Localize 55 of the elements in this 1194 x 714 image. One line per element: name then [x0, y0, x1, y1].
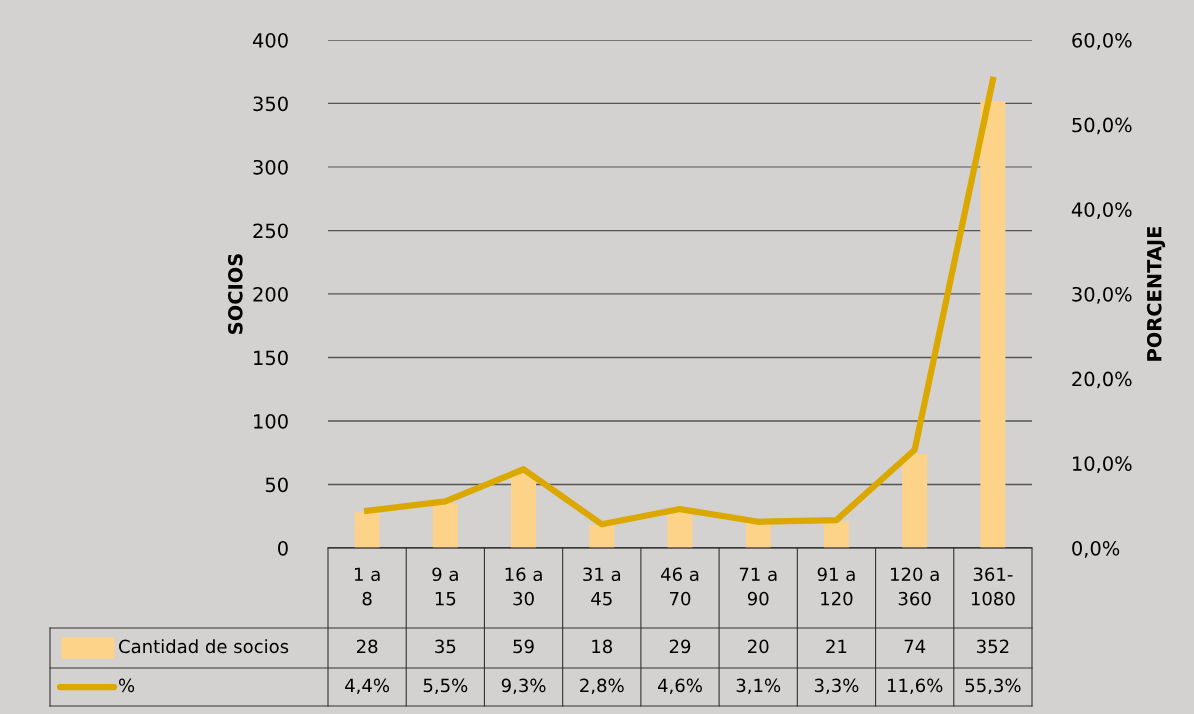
bar [511, 473, 537, 548]
data-label: 55,3% [965, 678, 1021, 695]
y2-tick-label: 60,0% [1072, 32, 1132, 50]
data-label: 352 [977, 639, 1009, 654]
bar [823, 521, 849, 548]
bar [667, 511, 693, 548]
data-label: 74 [904, 639, 926, 653]
data-label: 20 [748, 639, 769, 654]
data-label: 59 [513, 639, 534, 654]
data-label: 35 [435, 639, 456, 654]
x-tick-label: 1 a 8 [354, 567, 380, 606]
data-label: 4,6% [657, 678, 702, 695]
y2-axis-title: PORCENTAJE [1146, 226, 1166, 361]
x-tick-label: 9 a 15 [432, 567, 458, 606]
data-label: 21 [826, 639, 847, 653]
y2-tick-label: 40,0% [1071, 202, 1132, 219]
y-tick-label: 400 [252, 32, 288, 48]
data-label: 3,1% [736, 678, 781, 695]
x-tick-label: 31 a 45 [583, 567, 621, 606]
data-label: 29 [669, 639, 691, 654]
bar [902, 454, 928, 548]
bar [354, 512, 380, 548]
y2-tick-label: 30,0% [1072, 286, 1132, 304]
x-tick-label: 361-1080 [971, 567, 1015, 606]
x-tick-label: 91 a 120 [817, 567, 855, 606]
data-label: 5,5% [423, 678, 468, 695]
y-tick-label: 100 [254, 413, 288, 429]
y2-tick-label: 50,0% [1072, 117, 1132, 135]
bar [589, 525, 615, 548]
y-tick-label: 0 [278, 540, 288, 556]
data-label: 2,8% [580, 678, 624, 695]
x-tick-label: 46 a 70 [660, 567, 699, 606]
y-tick-label: 300 [253, 159, 288, 175]
y-tick-label: 50 [265, 477, 288, 493]
y-axis-title: SOCIOS [227, 254, 243, 334]
bar [980, 100, 1006, 548]
legend-label: % [119, 678, 135, 693]
y2-tick-label: 0,0% [1072, 540, 1120, 558]
data-label: 18 [592, 639, 613, 654]
data-label: 4,4% [345, 678, 390, 695]
y-tick-label: 250 [253, 223, 288, 239]
x-tick-label: 16 a 30 [505, 567, 542, 606]
bar [432, 503, 458, 548]
legend-label: Cantidad de socios [119, 639, 289, 654]
data-label: 9,3% [501, 678, 546, 695]
x-tick-label: 71 a 90 [739, 567, 777, 606]
x-tick-label: 120 a 360 [891, 567, 939, 606]
data-label: 3,3% [814, 678, 859, 695]
data-label: 11,6% [887, 678, 943, 695]
y-tick-label: 350 [253, 96, 288, 112]
y2-tick-label: 20,0% [1072, 371, 1132, 389]
y2-tick-label: 10,0% [1073, 456, 1132, 473]
y-tick-label: 200 [253, 286, 288, 302]
data-label: 28 [356, 639, 378, 654]
y-tick-label: 150 [254, 350, 288, 366]
